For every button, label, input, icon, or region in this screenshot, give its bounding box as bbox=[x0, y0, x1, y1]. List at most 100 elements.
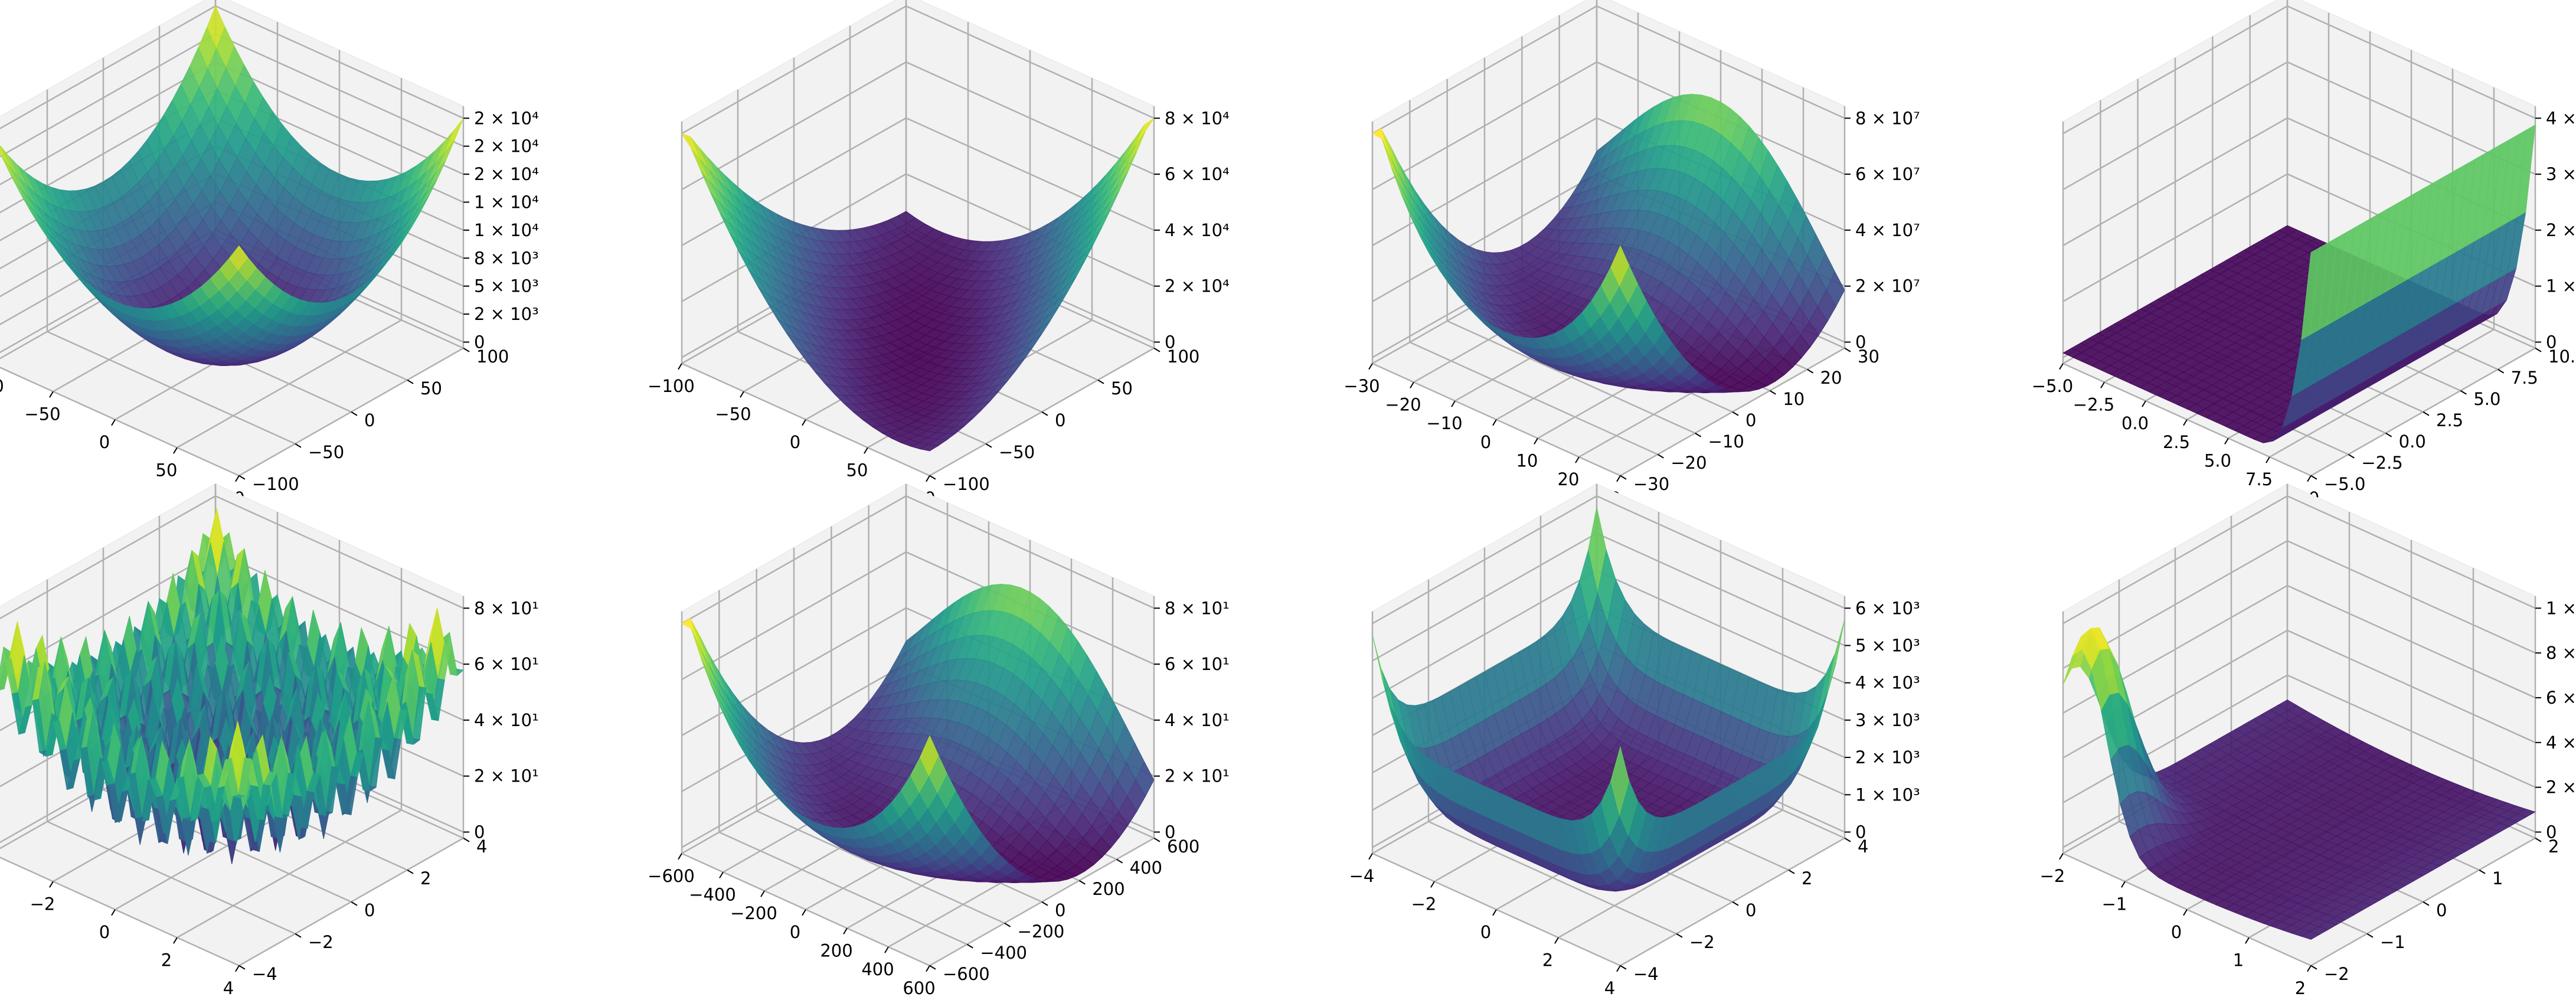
z-tick-label: 0 bbox=[474, 822, 485, 842]
y-tick-label: 0 bbox=[364, 900, 375, 920]
y-tick-label: 0.0 bbox=[2399, 432, 2426, 452]
z-tick-label: 2 × 10⁷ bbox=[1855, 276, 1920, 296]
x-tick-label: 0 bbox=[790, 432, 800, 452]
z-tick-label: 1 × 10⁴ bbox=[474, 192, 539, 212]
z-tick-label: 1 × 10⁵ bbox=[2546, 276, 2576, 296]
y-tick-label: −100 bbox=[943, 474, 990, 494]
y-tick-mark bbox=[1153, 347, 1160, 352]
z-tick-label: 4 × 10¹ bbox=[474, 710, 539, 730]
z-tick-label: 6 × 10¹ bbox=[474, 654, 539, 674]
z-tick-label: 4 × 10⁷ bbox=[1855, 220, 1920, 240]
x-tick-mark bbox=[173, 447, 178, 454]
x-tick-mark bbox=[1368, 363, 1373, 370]
y-tick-mark bbox=[238, 475, 246, 480]
grid-line bbox=[215, 5, 464, 119]
z-tick-label: 6 × 10⁴ bbox=[1165, 164, 1230, 184]
x-tick-label: 50 bbox=[156, 460, 178, 480]
x-tick-label: −5.0 bbox=[2032, 376, 2073, 396]
z-tick-label: 0 bbox=[1855, 332, 1866, 352]
grid-line bbox=[681, 117, 907, 246]
y-tick-mark bbox=[2460, 390, 2467, 395]
surface bbox=[681, 117, 1155, 452]
grid-line bbox=[905, 117, 1155, 231]
y-tick-mark bbox=[1620, 475, 1627, 480]
x-tick-label: 7.5 bbox=[2245, 469, 2273, 489]
y-tick-mark bbox=[1769, 390, 1776, 395]
x-tick-mark bbox=[926, 475, 930, 482]
x-tick-label: 0 bbox=[99, 432, 110, 452]
z-tick-label: 2 × 10⁴ bbox=[1165, 276, 1230, 296]
x-tick-label: 10 bbox=[1516, 450, 1538, 470]
x-tick-label: 0.0 bbox=[2121, 413, 2149, 433]
y-tick-label: 100 bbox=[476, 347, 509, 367]
x-tick-label: −50 bbox=[715, 404, 751, 424]
y-tick-mark bbox=[1732, 411, 1739, 416]
y-tick-label: 5.0 bbox=[2473, 389, 2500, 409]
z-tick-label: 0 bbox=[474, 332, 485, 352]
y-tick-label: −10 bbox=[1708, 432, 1744, 452]
z-tick-label: 8 × 10³ bbox=[474, 248, 539, 268]
x-tick-mark bbox=[111, 909, 116, 916]
y-tick-label: −2.5 bbox=[2361, 453, 2402, 473]
panel-F8: F8−5.0−2.50.02.55.07.510.0−5.0−2.50.02.5… bbox=[2032, 0, 2576, 508]
y-tick-mark bbox=[1657, 453, 1664, 459]
y-tick-label: 2 bbox=[420, 868, 431, 888]
x-tick-mark bbox=[1616, 475, 1621, 482]
x-tick-label: 50 bbox=[846, 460, 868, 480]
grid-line bbox=[0, 61, 216, 185]
y-tick-label: 20 bbox=[1820, 368, 1842, 388]
y-tick-mark bbox=[1807, 368, 1814, 374]
y-tick-mark bbox=[295, 443, 302, 448]
z-tick-label: 8 × 10¹ bbox=[474, 598, 539, 618]
y-tick-label: −50 bbox=[308, 442, 344, 462]
grid-line bbox=[905, 61, 1155, 175]
y-tick-mark bbox=[2348, 453, 2355, 459]
x-tick-mark bbox=[2059, 363, 2064, 370]
z-tick-label: 8 × 10⁷ bbox=[1855, 108, 1920, 128]
y-tick-mark bbox=[463, 347, 470, 352]
y-tick-mark bbox=[1041, 411, 1048, 416]
grid-line bbox=[215, 61, 464, 175]
y-tick-label: −5.0 bbox=[2324, 474, 2365, 494]
x-tick-label: −100 bbox=[648, 376, 695, 396]
y-tick-label: 10 bbox=[1783, 389, 1804, 409]
grid-line bbox=[47, 331, 296, 445]
z-tick-label: 1 × 10⁴ bbox=[474, 220, 539, 240]
y-tick-label: 0 bbox=[364, 410, 375, 430]
x-tick-label: −50 bbox=[24, 404, 60, 424]
y-tick-label: −50 bbox=[999, 442, 1035, 462]
x-tick-mark bbox=[1451, 400, 1456, 407]
y-tick-label: 50 bbox=[420, 378, 442, 398]
y-tick-label: −4 bbox=[252, 964, 277, 984]
grid-line bbox=[905, 5, 1155, 119]
x-tick-label: 5.0 bbox=[2204, 450, 2231, 470]
y-tick-mark bbox=[2497, 368, 2505, 374]
z-tick-label: 2 × 10⁴ bbox=[474, 108, 539, 128]
z-tick-label: 8 × 10⁴ bbox=[1165, 108, 1230, 128]
x-tick-label: 0 bbox=[99, 922, 110, 942]
y-tick-label: −20 bbox=[1671, 453, 1707, 473]
x-tick-label: 4 bbox=[223, 978, 234, 998]
y-tick-label: 0 bbox=[1745, 410, 1756, 430]
x-tick-label: −30 bbox=[1343, 376, 1379, 396]
y-tick-mark bbox=[1695, 432, 1702, 437]
y-tick-mark bbox=[985, 443, 992, 448]
z-tick-label: 2 × 10⁵ bbox=[2546, 220, 2576, 240]
y-tick-label: −100 bbox=[252, 474, 299, 494]
y-tick-mark bbox=[1097, 379, 1104, 384]
x-tick-mark bbox=[1410, 381, 1414, 388]
x-tick-mark bbox=[49, 881, 54, 888]
y-tick-mark bbox=[407, 379, 414, 384]
y-tick-mark bbox=[351, 411, 358, 416]
x-tick-mark bbox=[678, 363, 682, 370]
y-tick-mark bbox=[929, 475, 936, 480]
x-tick-mark bbox=[1575, 456, 1580, 463]
x-tick-mark bbox=[111, 419, 116, 426]
x-tick-mark bbox=[2142, 400, 2146, 407]
z-tick-label: 0 bbox=[2546, 332, 2557, 352]
